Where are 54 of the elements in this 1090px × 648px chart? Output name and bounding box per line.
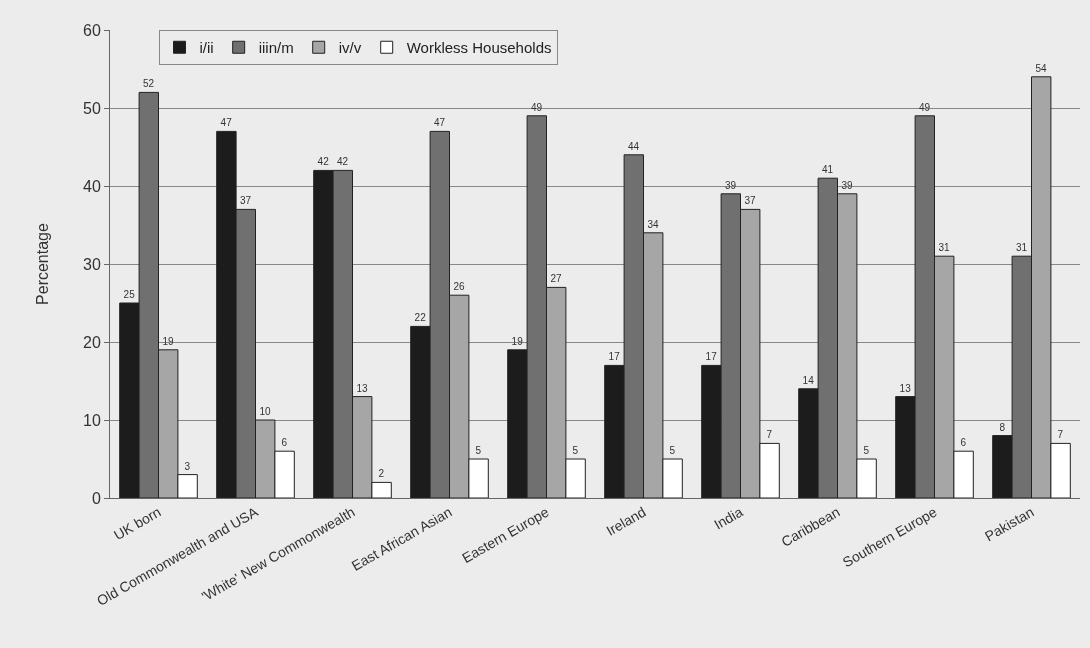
data-label: 34 — [647, 218, 659, 230]
data-label: 37 — [240, 195, 252, 207]
data-label: 31 — [938, 242, 950, 254]
legend-label: iv/v — [338, 39, 362, 57]
x-tick-label: UK born — [111, 503, 164, 544]
data-label: 26 — [453, 281, 465, 293]
data-label: 37 — [744, 195, 756, 207]
data-label: 3 — [184, 460, 191, 472]
y-tick-label: 30 — [83, 255, 101, 273]
y-tick-label: 10 — [83, 411, 101, 429]
data-label: 39 — [725, 179, 737, 191]
data-label: 54 — [1035, 62, 1047, 74]
y-tick-label: 50 — [83, 99, 101, 117]
data-label: 5 — [572, 445, 579, 456]
legend-label: iiin/m — [258, 39, 294, 57]
data-label: 19 — [162, 335, 174, 347]
data-label: 17 — [608, 351, 621, 363]
data-label: 22 — [414, 312, 427, 324]
x-tick-label: India — [711, 503, 746, 533]
data-label: 47 — [434, 117, 446, 129]
data-label: 6 — [960, 437, 967, 449]
data-label: 5 — [669, 445, 676, 456]
legend-label: i/ii — [199, 39, 214, 57]
data-label: 27 — [550, 273, 562, 285]
y-tick-label: 60 — [83, 21, 101, 39]
data-label: 44 — [628, 140, 640, 152]
data-label: 14 — [802, 374, 815, 386]
data-label: 42 — [337, 156, 349, 168]
data-label: 42 — [317, 156, 330, 168]
data-label: 7 — [766, 429, 773, 441]
data-label: 5 — [863, 445, 870, 456]
data-label: 41 — [822, 164, 834, 176]
data-label: 6 — [281, 437, 288, 449]
data-label: 39 — [841, 179, 853, 191]
data-label: 7 — [1057, 429, 1064, 441]
data-label: 13 — [899, 382, 912, 394]
data-label: 17 — [705, 351, 718, 363]
data-label: 2 — [378, 468, 385, 480]
y-axis-title: Percentage — [33, 222, 51, 305]
data-label: 31 — [1016, 242, 1028, 254]
data-label: 5 — [475, 445, 482, 456]
data-label: 19 — [511, 335, 524, 347]
y-tick-label: 40 — [83, 177, 101, 195]
y-tick-label: 20 — [83, 333, 101, 351]
data-label: 49 — [531, 101, 543, 113]
data-label: 47 — [220, 117, 233, 129]
y-tick-label: 0 — [91, 489, 101, 507]
legend-label: Workless Households — [406, 39, 552, 57]
data-label: 52 — [143, 78, 155, 90]
data-label: 13 — [356, 382, 368, 394]
data-label: 25 — [123, 289, 136, 300]
data-label: 8 — [999, 421, 1006, 433]
data-label: 49 — [919, 101, 931, 113]
data-label: 10 — [259, 406, 271, 417]
